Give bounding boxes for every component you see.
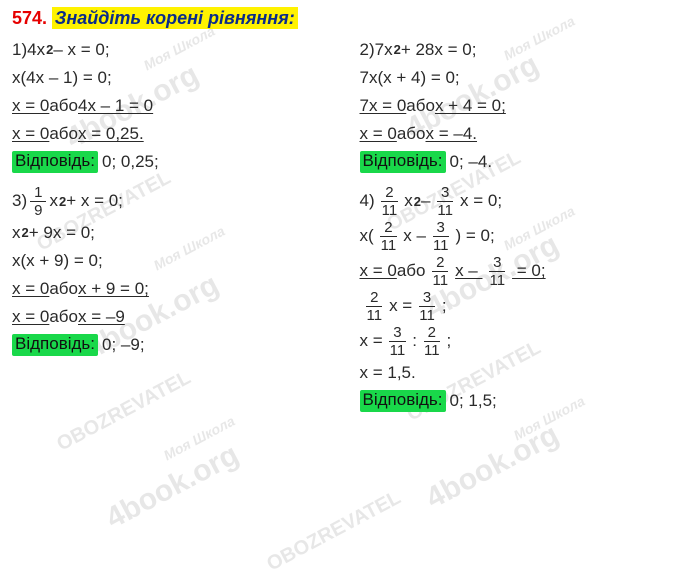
answer-line: Відповідь: 0; –9; xyxy=(12,332,336,358)
answer-label: Відповідь: xyxy=(360,390,446,411)
fraction: 311 xyxy=(429,220,453,253)
fraction: 311 xyxy=(433,185,457,218)
math-line: x = 311 : 211; xyxy=(360,325,684,358)
math-line: 211x = 311; xyxy=(360,290,684,323)
sub-item-number: 1) xyxy=(12,40,27,60)
solution-branch: x = –4. xyxy=(426,124,478,144)
right-column: 2) 7x2 + 28x = 0;7x(x + 4) = 0;7x = 0 аб… xyxy=(360,35,684,424)
fraction: 19 xyxy=(30,185,46,218)
solution-branch: x = 0 xyxy=(12,124,49,144)
fraction: 211 xyxy=(429,255,453,288)
answer-value: 0; –4. xyxy=(450,152,493,172)
solution-branch: 211x – 311 = 0; xyxy=(426,255,546,288)
fraction: 211 xyxy=(363,290,387,323)
solution-branch: x = –9 xyxy=(78,307,125,327)
math-line: 1) 4x2 – x = 0; xyxy=(12,37,336,63)
math-line: x = 0 або x + 9 = 0; xyxy=(12,276,336,302)
fraction: 311 xyxy=(485,255,509,288)
task-number: 574. xyxy=(12,8,47,28)
columns: 1) 4x2 – x = 0;x(4x – 1) = 0;x = 0 або 4… xyxy=(12,35,683,424)
math-line: 2) 7x2 + 28x = 0; xyxy=(360,37,684,63)
solution-branch: x = 0 xyxy=(360,124,397,144)
problem-block: 1) 4x2 – x = 0;x(4x – 1) = 0;x = 0 або 4… xyxy=(12,37,336,175)
fraction: 211 xyxy=(377,220,401,253)
math-line: 4) 211x2 – 311x = 0; xyxy=(360,185,684,218)
solution-branch: x = 0 xyxy=(360,261,397,281)
answer-line: Відповідь: 0; –4. xyxy=(360,149,684,175)
math-line: 7x = 0 або x + 4 = 0; xyxy=(360,93,684,119)
math-line: x2 + 9x = 0; xyxy=(12,220,336,246)
solution-branch: x = 0 xyxy=(12,279,49,299)
solution-branch: x = 0 xyxy=(12,307,49,327)
solution-branch: x + 9 = 0; xyxy=(78,279,149,299)
task-heading: 574. Знайдіть корені рівняння: xyxy=(12,8,683,29)
math-line: x(x + 9) = 0; xyxy=(12,248,336,274)
sub-item-number: 2) xyxy=(360,40,375,60)
answer-line: Відповідь: 0; 1,5; xyxy=(360,388,684,414)
sub-item-number: 3) xyxy=(12,191,27,211)
fraction: 311 xyxy=(386,325,410,358)
answer-label: Відповідь: xyxy=(12,151,98,172)
math-line: 7x(x + 4) = 0; xyxy=(360,65,684,91)
exponent: 2 xyxy=(46,42,53,58)
answer-value: 0; 1,5; xyxy=(450,391,497,411)
math-line: x = 0 або x = –9 xyxy=(12,304,336,330)
fraction: 211 xyxy=(420,325,444,358)
exponent: 2 xyxy=(22,225,29,241)
fraction: 311 xyxy=(415,290,439,323)
math-line: x(4x – 1) = 0; xyxy=(12,65,336,91)
math-line: x = 1,5. xyxy=(360,360,684,386)
task-prompt: Знайдіть корені рівняння: xyxy=(52,7,298,29)
answer-value: 0; 0,25; xyxy=(102,152,159,172)
solution-branch: x + 4 = 0; xyxy=(435,96,506,116)
math-line: x = 0 або 211x – 311 = 0; xyxy=(360,255,684,288)
answer-value: 0; –9; xyxy=(102,335,145,355)
problem-block: 2) 7x2 + 28x = 0;7x(x + 4) = 0;7x = 0 аб… xyxy=(360,37,684,175)
problem-block: 4) 211x2 – 311x = 0;x(211x – 311) = 0;x … xyxy=(360,185,684,414)
fraction: 211 xyxy=(378,185,402,218)
exponent: 2 xyxy=(394,42,401,58)
solution-branch: x = 0 xyxy=(12,96,49,116)
watermark: 4book.org xyxy=(101,438,245,536)
watermark: OBOZREVATEL xyxy=(263,487,405,570)
math-line: x = 0 або 4x – 1 = 0 xyxy=(12,93,336,119)
answer-label: Відповідь: xyxy=(12,334,98,355)
math-line: x = 0 або x = –4. xyxy=(360,121,684,147)
solution-branch: x = 0,25. xyxy=(78,124,144,144)
problem-block: 3) 19x2 + x = 0;x2 + 9x = 0;x(x + 9) = 0… xyxy=(12,185,336,358)
solution-branch: 4x – 1 = 0 xyxy=(78,96,153,116)
left-column: 1) 4x2 – x = 0;x(4x – 1) = 0;x = 0 або 4… xyxy=(12,35,336,424)
math-line: x(211x – 311) = 0; xyxy=(360,220,684,253)
math-line: x = 0 або x = 0,25. xyxy=(12,121,336,147)
exponent: 2 xyxy=(59,194,66,210)
solution-branch: 7x = 0 xyxy=(360,96,407,116)
exponent: 2 xyxy=(414,194,421,210)
answer-label: Відповідь: xyxy=(360,151,446,172)
answer-line: Відповідь: 0; 0,25; xyxy=(12,149,336,175)
sub-item-number: 4) xyxy=(360,191,375,211)
math-line: 3) 19x2 + x = 0; xyxy=(12,185,336,218)
